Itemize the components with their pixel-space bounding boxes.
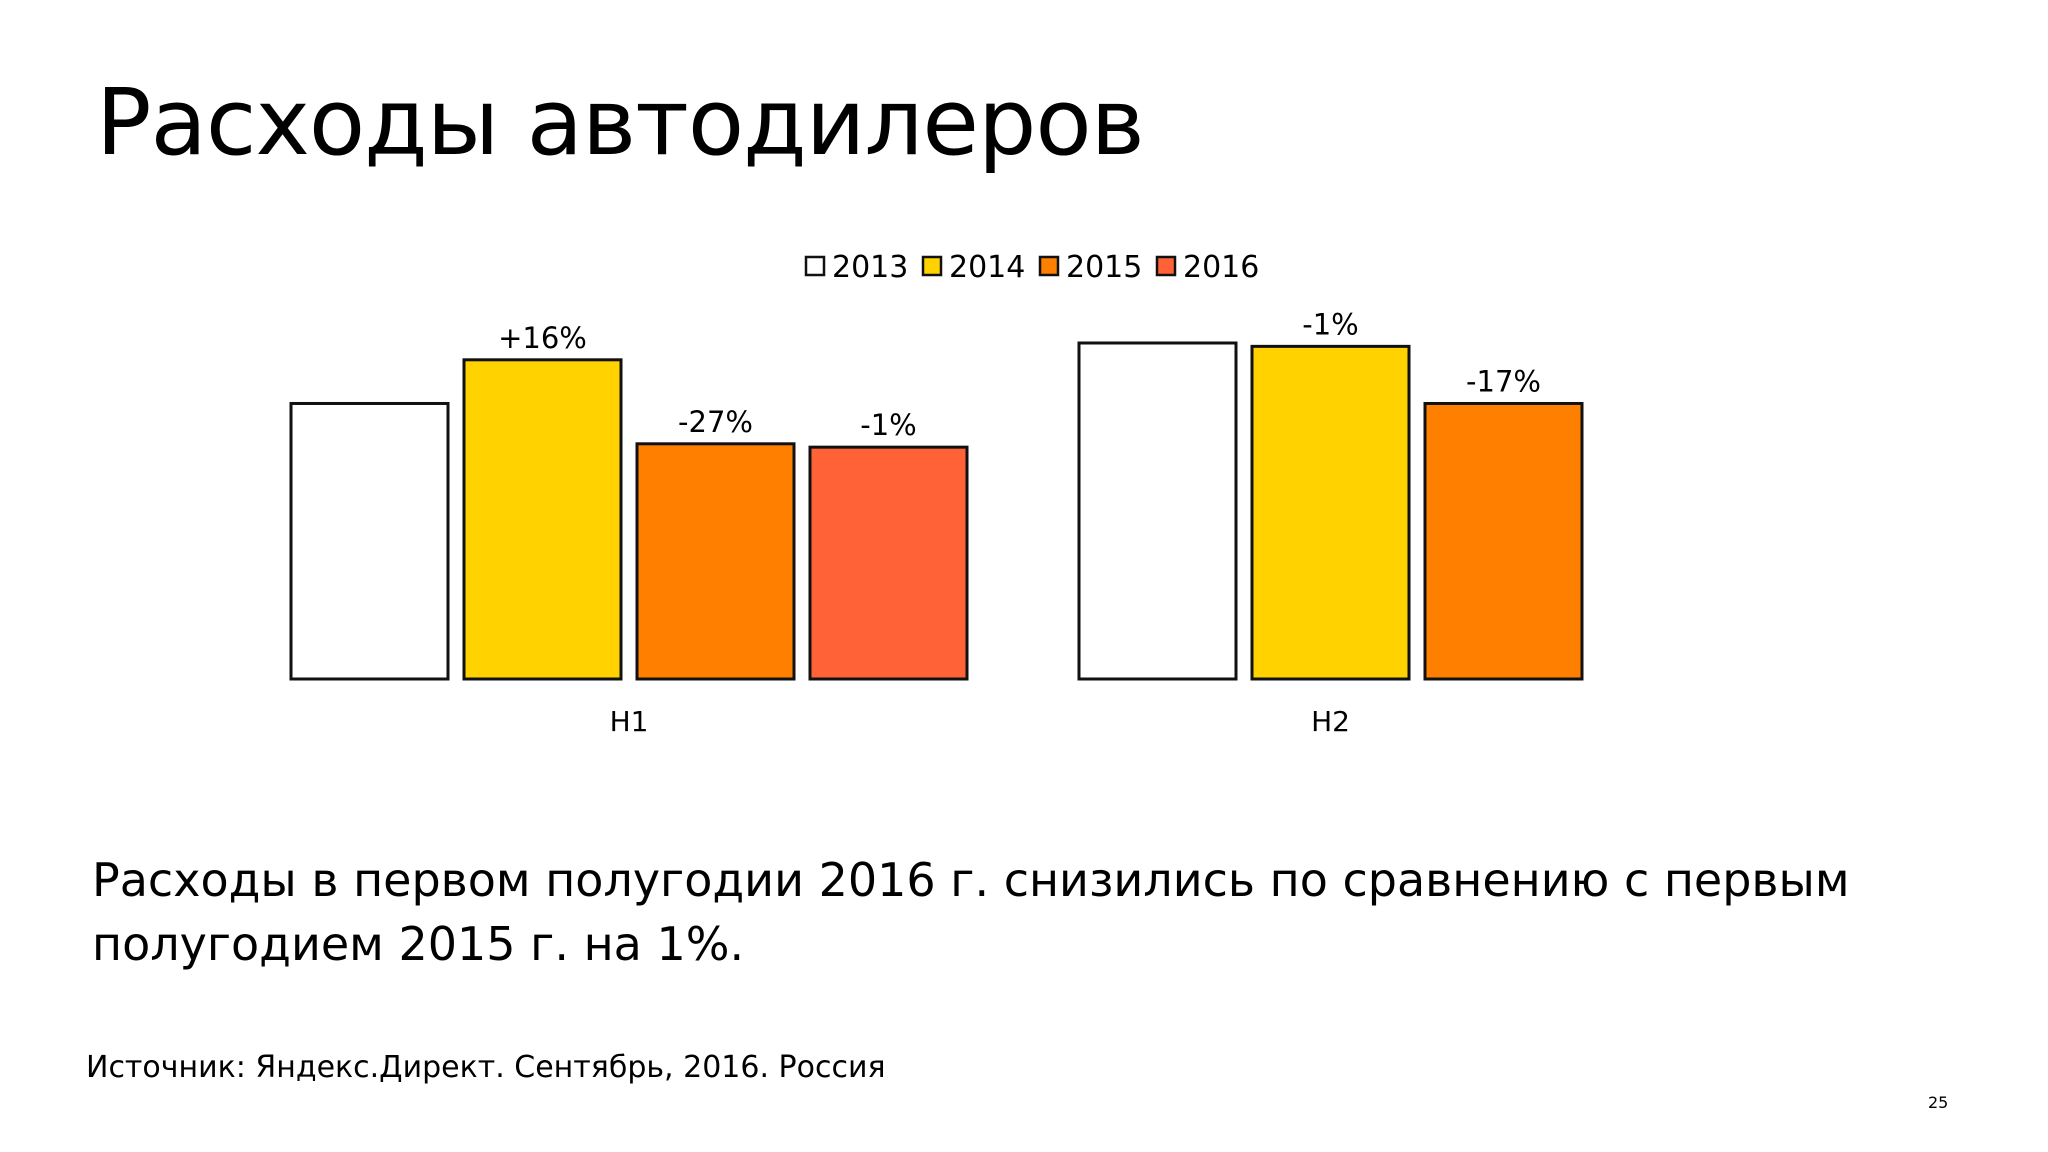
bar-h1-2016 [808, 445, 969, 681]
chart-container: +16% -27% -1% H1 -1% -17% H2 2013 2014 2015 2016 [289, 250, 1584, 738]
page-number: 25 [1928, 1093, 1949, 1112]
bar-h2-2015 [1423, 401, 1584, 681]
data-label-h1-2016: -1% [860, 408, 916, 442]
bar-h2-2014 [1250, 344, 1411, 681]
legend-swatch-2014 [921, 255, 943, 277]
bar-h1-2014 [462, 358, 623, 681]
legend-label-2013: 2013 [832, 250, 908, 285]
category-label-h1: H1 [610, 705, 649, 738]
data-label-h2-2015: -17% [1466, 364, 1541, 398]
legend-label-2014: 2014 [949, 250, 1025, 285]
legend-swatch-2013 [804, 255, 826, 277]
bar-h2-2013 [1077, 341, 1238, 681]
legend-label-2016: 2016 [1183, 250, 1259, 285]
bar-chart: +16% -27% -1% H1 -1% -17% H2 2013 2014 2015 2016 [289, 250, 1584, 738]
data-label-h1-2015: -27% [678, 405, 753, 439]
legend-label-2015: 2015 [1066, 250, 1142, 285]
data-label-h2-2014: -1% [1302, 307, 1358, 341]
data-label-h1-2014: +16% [498, 321, 587, 355]
legend-swatch-2016 [1155, 255, 1177, 277]
summary-text: Расходы в первом полугодии 2016 г. снизи… [92, 853, 1850, 971]
source-note: Источник: Яндекс.Директ. Сентябрь, 2016.… [86, 1050, 886, 1085]
bar-h1-2015 [635, 442, 796, 681]
bar-h1-2013 [289, 401, 450, 681]
slide-title: Расходы автодилеров [96, 69, 1145, 176]
category-label-h2: H2 [1311, 705, 1350, 738]
legend-swatch-2015 [1038, 255, 1060, 277]
